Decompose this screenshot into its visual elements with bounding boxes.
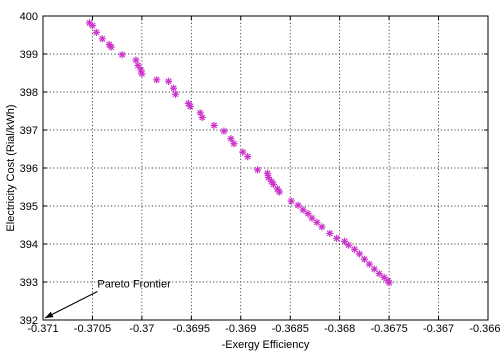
data-point bbox=[118, 51, 126, 59]
annotation-label: Pareto Frontier bbox=[97, 279, 171, 291]
annotation: Pareto Frontier bbox=[44, 279, 171, 319]
y-tick-label: 396 bbox=[20, 163, 38, 175]
x-tick-label: -0.3705 bbox=[74, 323, 111, 335]
data-point bbox=[92, 28, 100, 36]
data-point bbox=[365, 260, 373, 268]
x-tick-label: -0.367 bbox=[423, 323, 454, 335]
x-tick-label: -0.368 bbox=[324, 323, 355, 335]
y-tick-label: 398 bbox=[20, 87, 38, 99]
annotation-arrowhead bbox=[45, 311, 54, 318]
x-axis-label: -Exergy Efficiency bbox=[222, 339, 310, 351]
axis-ticks bbox=[42, 15, 489, 321]
data-point bbox=[186, 102, 194, 111]
x-tick-label: -0.3665 bbox=[469, 323, 500, 335]
x-tick-label: -0.3685 bbox=[272, 323, 309, 335]
data-point bbox=[244, 153, 252, 161]
data-point bbox=[164, 77, 173, 85]
y-tick-label: 395 bbox=[20, 201, 38, 213]
data-point bbox=[169, 84, 178, 92]
data-point bbox=[239, 148, 247, 156]
gridlines bbox=[43, 16, 488, 320]
data-point bbox=[313, 218, 321, 226]
data-point bbox=[107, 43, 115, 51]
data-point bbox=[98, 35, 106, 43]
y-tick-label: 400 bbox=[20, 11, 38, 23]
data-point bbox=[375, 270, 383, 278]
data-point bbox=[370, 265, 378, 273]
data-point bbox=[138, 70, 146, 78]
data-point bbox=[385, 279, 393, 287]
data-point bbox=[294, 201, 302, 209]
x-tick-label: -0.369 bbox=[225, 323, 256, 335]
x-tick-label: -0.3675 bbox=[370, 323, 407, 335]
y-tick-label: 394 bbox=[20, 239, 38, 251]
x-tick-label: -0.37 bbox=[129, 323, 154, 335]
y-axis-label: Electricity Cost (Rial/kWh) bbox=[5, 104, 17, 231]
data-point bbox=[267, 177, 276, 185]
data-point bbox=[299, 206, 307, 214]
x-tick-label: -0.371 bbox=[27, 323, 58, 335]
y-tick-label: 392 bbox=[20, 315, 38, 327]
y-tick-label: 397 bbox=[20, 125, 38, 137]
y-tick-label: 399 bbox=[20, 49, 38, 61]
data-point bbox=[88, 21, 97, 30]
data-point bbox=[360, 255, 368, 263]
data-point bbox=[318, 223, 326, 231]
data-point bbox=[253, 166, 262, 174]
data-point bbox=[308, 214, 316, 222]
data-points bbox=[85, 19, 393, 287]
data-point bbox=[264, 173, 273, 182]
data-point bbox=[153, 76, 161, 84]
data-point bbox=[350, 245, 359, 253]
data-point bbox=[326, 229, 334, 237]
data-point bbox=[355, 250, 364, 258]
data-point bbox=[134, 61, 142, 69]
x-axis-tick-labels: -0.371 -0.3705 -0.37 -0.3695 -0.369 -0.3685 -0… bbox=[27, 323, 500, 335]
data-point bbox=[287, 197, 295, 205]
data-point bbox=[210, 121, 218, 130]
data-point bbox=[344, 241, 353, 249]
y-axis-tick-labels: 392 393 394 395 396 397 398 399 400 bbox=[20, 11, 38, 327]
data-point bbox=[171, 90, 180, 98]
x-tick-label: -0.3695 bbox=[173, 323, 210, 335]
data-point bbox=[263, 169, 272, 177]
data-point bbox=[198, 113, 206, 122]
data-point bbox=[333, 234, 341, 242]
data-point bbox=[275, 188, 283, 196]
data-point bbox=[220, 127, 228, 135]
data-point bbox=[230, 140, 238, 148]
data-point bbox=[227, 135, 235, 143]
annotation-arrow-line bbox=[44, 291, 98, 319]
y-tick-label: 393 bbox=[20, 277, 38, 289]
